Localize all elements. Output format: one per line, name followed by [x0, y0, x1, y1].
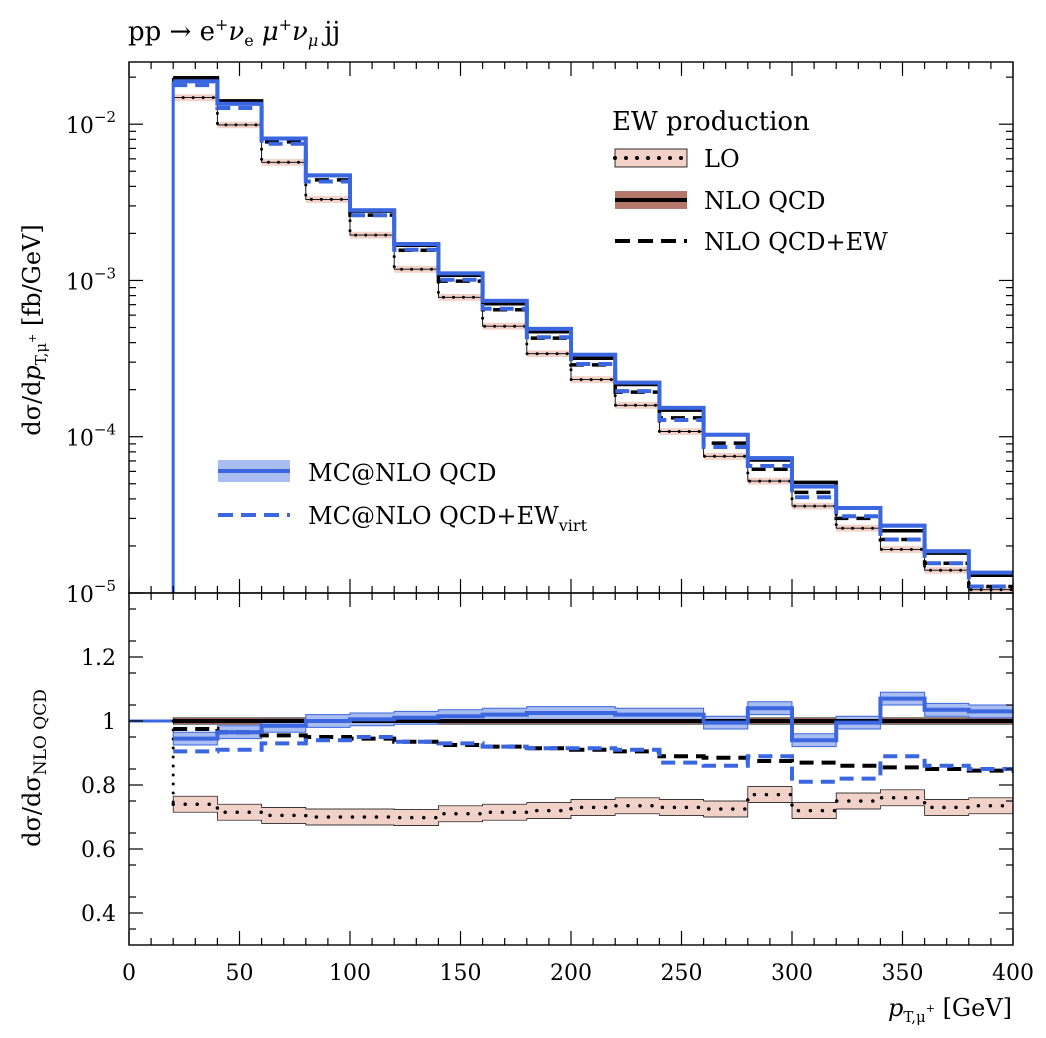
legend-label-nlo-qcd: NLO QCD [704, 187, 826, 215]
legend-label-mcnlo-qcd-ew: MC@NLO QCD+EWvirt [308, 502, 588, 535]
upper-lines [171, 76, 1015, 593]
lower-y-tick-label: 0.8 [81, 774, 116, 799]
lower-line-mcnlo-qcd-ew [173, 735, 1013, 784]
upper-y-tick-label: 10−5 [66, 577, 116, 608]
x-tick-label: 100 [329, 961, 371, 986]
upper-y-tick-label: 10−2 [66, 108, 116, 139]
lower-ticks: 0.4 0.6 0.8 1 1.2 0 50 100 150 200 250 300 350 400 [81, 593, 1034, 986]
upper-y-tick-label: 10−4 [66, 421, 116, 452]
lower-y-tick-label: 0.4 [81, 902, 116, 927]
legend-mcnlo: MC@NLO QCD MC@NLO QCD+EWvirt [218, 459, 588, 535]
lower-y-tick-label: 0.6 [81, 838, 116, 863]
upper-bands [173, 76, 1013, 594]
lower-y-tick-label: 1.2 [81, 646, 116, 671]
lower-panel-frame [128, 592, 1014, 946]
chart-title: pp → e+νe μ+νμ jj [128, 15, 340, 50]
lower-y-tick-label: 1 [102, 710, 116, 735]
legend-title: EW production [612, 107, 810, 137]
upper-line-nlo-qcd [173, 76, 1013, 577]
x-tick-label: 200 [550, 961, 592, 986]
x-axis-label: pT,μ+ [GeV] [888, 994, 1012, 1026]
legend-label-mcnlo-qcd: MC@NLO QCD [308, 459, 496, 487]
upper-y-axis-label: dσ/dpT,μ+ [fb/GeV] [18, 224, 50, 436]
x-tick-label: 50 [226, 961, 254, 986]
upper-y-tick-label: 10−3 [66, 264, 116, 295]
legend-label-lo: LO [704, 145, 740, 173]
lower-line-mcnlo-qcd [173, 696, 1013, 743]
x-tick-label: 400 [992, 961, 1034, 986]
legend-entry-nlo-qcd: NLO QCD [615, 187, 826, 215]
upper-line-mcnlo-qcd [173, 79, 1013, 575]
legend-label-nlo-qcd-ew: NLO QCD+EW [704, 228, 888, 256]
upper-line-mcnlo-qcd-ew [173, 83, 1013, 589]
x-tick-label: 350 [882, 961, 924, 986]
legend-entry-lo: LO [613, 145, 740, 173]
legend-entry-mcnlo-qcd-ew: MC@NLO QCD+EWvirt [218, 502, 588, 535]
x-tick-label: 150 [440, 961, 482, 986]
upper-line-nlo-qcd-ew [173, 77, 1013, 589]
upper-band-mcnlo-qcd [173, 79, 1013, 575]
upper-line-lo [171, 96, 1015, 592]
upper-band-nlo-qcd [173, 76, 1013, 577]
lower-y-axis-label: dσ/dσNLO QCD [18, 689, 51, 847]
x-tick-label: 300 [771, 961, 813, 986]
lower-line-lo [171, 792, 1015, 820]
x-tick-label: 0 [122, 961, 136, 986]
legend-entry-mcnlo-qcd: MC@NLO QCD [218, 459, 496, 487]
upper-band-lo [173, 94, 1013, 594]
upper-line-lo-edge [173, 97, 1013, 591]
lower-lines [129, 696, 1015, 820]
legend-ew: EW production LO NLO QCD NLO QCD+EW [612, 107, 888, 256]
legend-entry-nlo-qcd-ew: NLO QCD+EW [615, 228, 888, 256]
x-tick-label: 250 [661, 961, 703, 986]
